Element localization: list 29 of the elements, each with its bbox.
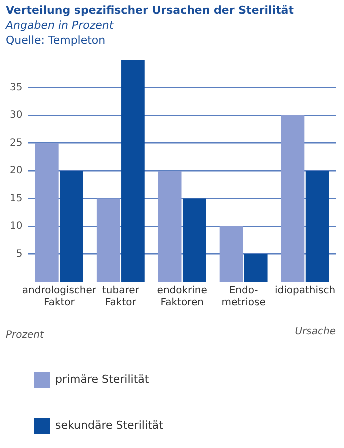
- bar: [281, 116, 305, 282]
- y-tick-label: 5: [16, 248, 23, 260]
- x-tick-label: endokrine Faktoren: [157, 286, 208, 309]
- bar: [158, 171, 182, 282]
- legend-label: sekundäre Sterilität: [56, 418, 164, 432]
- y-tick-label: 15: [10, 193, 23, 204]
- bar: [220, 226, 244, 282]
- bar: [306, 171, 330, 282]
- legend-label: primäre Sterilität: [56, 372, 150, 386]
- bar: [35, 143, 59, 282]
- bar: [96, 198, 120, 282]
- y-tick-label: 35: [10, 82, 23, 94]
- y-tick-label: 20: [10, 166, 23, 177]
- x-tick-label: andrologischer Faktor: [22, 286, 98, 309]
- x-tick-label: idiopathisch: [274, 286, 336, 297]
- x-tick-label: tubarer Faktor: [102, 286, 140, 309]
- chart-title: Verteilung spezifischer Ursachen der Sterilität: [6, 3, 295, 18]
- bar: [244, 254, 268, 282]
- y-axis-title: Prozent: [6, 330, 45, 341]
- bar: [122, 60, 145, 282]
- x-tick-label: Endo- metriose: [222, 286, 266, 309]
- bar: [182, 198, 206, 282]
- x-axis-title: Ursache: [295, 326, 336, 338]
- chart-subtitle: Angaben in Prozent: [6, 18, 115, 33]
- y-tick-label: 10: [10, 221, 23, 232]
- source-note: Quelle: Templeton: [6, 33, 107, 48]
- bar: [60, 171, 84, 282]
- y-tick-label: 30: [10, 110, 23, 122]
- y-tick-label: 25: [10, 138, 23, 149]
